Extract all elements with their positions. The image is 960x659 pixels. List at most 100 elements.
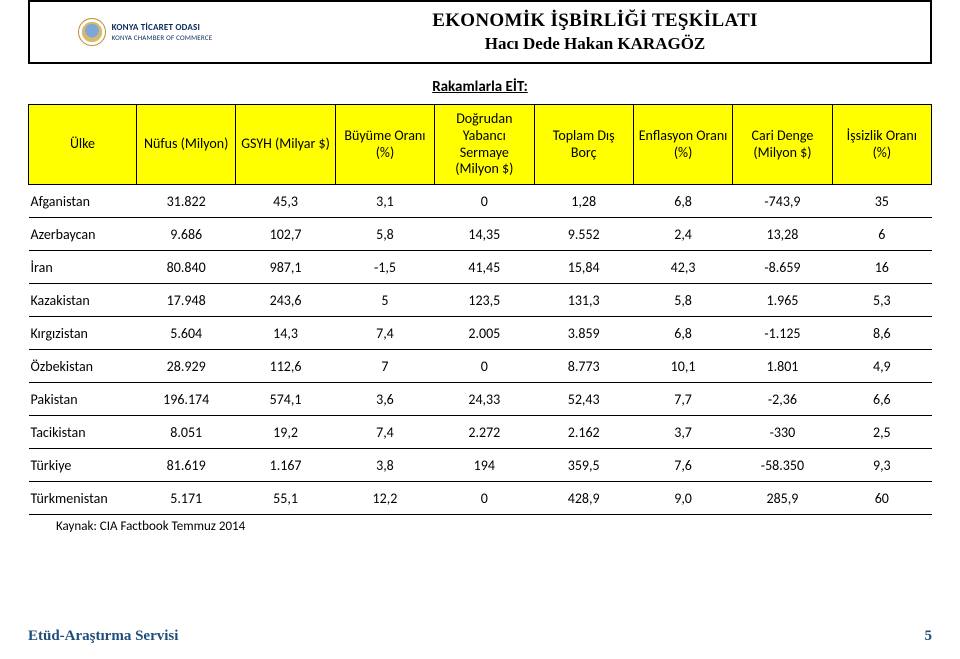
cell: 4,9 [832, 350, 931, 383]
col-header: Ülke [29, 105, 137, 185]
table-title: Rakamlarla EİT: [28, 78, 932, 96]
cell: 7,4 [335, 416, 434, 449]
crest-icon [78, 18, 106, 46]
row-label: Tacikistan [29, 416, 137, 449]
cell: 2.162 [534, 416, 633, 449]
cell: 12,2 [335, 482, 434, 515]
row-label: Kırgızistan [29, 317, 137, 350]
cell: 7,6 [633, 449, 732, 482]
cell: 42,3 [633, 251, 732, 284]
cell: 52,43 [534, 383, 633, 416]
row-label: İran [29, 251, 137, 284]
cell: 285,9 [733, 482, 832, 515]
cell: 359,5 [534, 449, 633, 482]
cell: 8,6 [832, 317, 931, 350]
cell: -330 [733, 416, 832, 449]
cell: 31.822 [137, 185, 236, 218]
header-frame: KONYA TİCARET ODASI KONYA CHAMBER OF COM… [28, 0, 932, 64]
cell: 194 [435, 449, 534, 482]
table-row: Kazakistan17.948243,65123,5131,35,81.965… [29, 284, 932, 317]
cell: 80.840 [137, 251, 236, 284]
cell: 8.051 [137, 416, 236, 449]
cell: 14,35 [435, 218, 534, 251]
cell: 9.686 [137, 218, 236, 251]
row-label: Kazakistan [29, 284, 137, 317]
cell: 5.171 [137, 482, 236, 515]
cell: 428,9 [534, 482, 633, 515]
cell: 45,3 [236, 185, 335, 218]
col-header: Nüfus (Milyon) [137, 105, 236, 185]
cell: 574,1 [236, 383, 335, 416]
cell: 131,3 [534, 284, 633, 317]
row-label: Özbekistan [29, 350, 137, 383]
cell: 987,1 [236, 251, 335, 284]
cell: 41,45 [435, 251, 534, 284]
footer-left: Etüd-Araştırma Servisi [28, 628, 178, 645]
cell: 81.619 [137, 449, 236, 482]
col-header: Enflasyon Oranı (%) [633, 105, 732, 185]
cell: 9,3 [832, 449, 931, 482]
cell: 196.174 [137, 383, 236, 416]
cell: 1.801 [733, 350, 832, 383]
footer: Etüd-Araştırma Servisi 5 [28, 628, 932, 645]
cell: 9.552 [534, 218, 633, 251]
cell: 2.272 [435, 416, 534, 449]
cell: 16 [832, 251, 931, 284]
page-number: 5 [925, 628, 933, 645]
table-row: Azerbaycan9.686102,75,814,359.5522,413,2… [29, 218, 932, 251]
cell: 102,7 [236, 218, 335, 251]
cell: -8.659 [733, 251, 832, 284]
col-header: Doğrudan Yabancı Sermaye (Milyon $) [435, 105, 534, 185]
cell: 5,8 [335, 218, 434, 251]
cell: 1.167 [236, 449, 335, 482]
cell: 14,3 [236, 317, 335, 350]
row-label: Türkmenistan [29, 482, 137, 515]
data-table: ÜlkeNüfus (Milyon)GSYH (Milyar $)Büyüme … [28, 104, 932, 515]
cell: 0 [435, 350, 534, 383]
cell: 3,1 [335, 185, 434, 218]
cell: 60 [832, 482, 931, 515]
cell: 2.005 [435, 317, 534, 350]
cell: 123,5 [435, 284, 534, 317]
logo-text-line1: KONYA TİCARET ODASI [112, 23, 213, 32]
cell: 7 [335, 350, 434, 383]
table-row: Türkmenistan5.17155,112,20428,99,0285,96… [29, 482, 932, 515]
cell: 6,6 [832, 383, 931, 416]
cell: 0 [435, 482, 534, 515]
cell: 13,28 [733, 218, 832, 251]
cell: 0 [435, 185, 534, 218]
logo-block: KONYA TİCARET ODASI KONYA CHAMBER OF COM… [30, 2, 260, 62]
cell: 112,6 [236, 350, 335, 383]
cell: -743,9 [733, 185, 832, 218]
table-row: Özbekistan28.929112,6708.77310,11.8014,9 [29, 350, 932, 383]
cell: 5,3 [832, 284, 931, 317]
cell: 19,2 [236, 416, 335, 449]
cell: 35 [832, 185, 931, 218]
cell: 6,8 [633, 317, 732, 350]
cell: 6,8 [633, 185, 732, 218]
col-header: Toplam Dış Borç [534, 105, 633, 185]
col-header: Cari Denge (Milyon $) [733, 105, 832, 185]
cell: 1.965 [733, 284, 832, 317]
cell: -2,36 [733, 383, 832, 416]
table-row: Kırgızistan5.60414,37,42.0053.8596,8-1.1… [29, 317, 932, 350]
cell: 7,7 [633, 383, 732, 416]
col-header: Büyüme Oranı (%) [335, 105, 434, 185]
cell: 9,0 [633, 482, 732, 515]
row-label: Afganistan [29, 185, 137, 218]
cell: 3,7 [633, 416, 732, 449]
cell: 8.773 [534, 350, 633, 383]
cell: -1.125 [733, 317, 832, 350]
table-head: ÜlkeNüfus (Milyon)GSYH (Milyar $)Büyüme … [29, 105, 932, 185]
cell: -58.350 [733, 449, 832, 482]
cell: 15,84 [534, 251, 633, 284]
cell: -1,5 [335, 251, 434, 284]
title-block: EKONOMİK İŞBİRLİĞİ TEŞKİLATI Hacı Dede H… [260, 2, 930, 62]
col-header: İşsizlik Oranı (%) [832, 105, 931, 185]
cell: 17.948 [137, 284, 236, 317]
table-row: Türkiye81.6191.1673,8194359,57,6-58.3509… [29, 449, 932, 482]
cell: 28.929 [137, 350, 236, 383]
table-body: Afganistan31.82245,33,101,286,8-743,935A… [29, 185, 932, 515]
table-row: Tacikistan8.05119,27,42.2722.1623,7-3302… [29, 416, 932, 449]
table-row: Pakistan196.174574,13,624,3352,437,7-2,3… [29, 383, 932, 416]
